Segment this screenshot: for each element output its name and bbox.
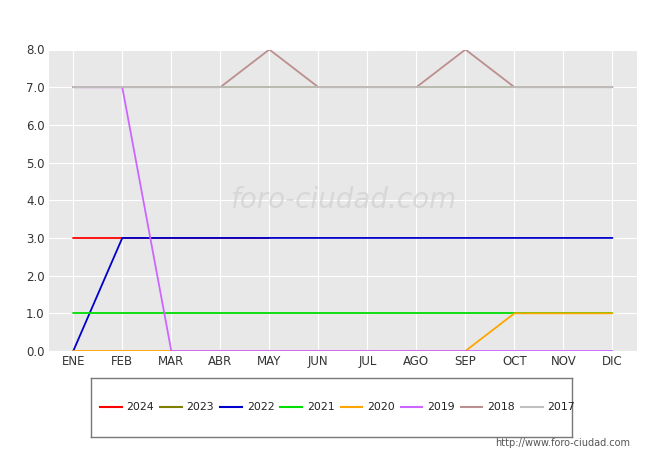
Text: 2021: 2021 <box>307 402 335 412</box>
Text: 2017: 2017 <box>547 402 575 412</box>
Text: foro-ciudad.com: foro-ciudad.com <box>230 186 456 214</box>
Text: 2022: 2022 <box>247 402 274 412</box>
Text: 2020: 2020 <box>367 402 395 412</box>
Text: 2019: 2019 <box>427 402 455 412</box>
Text: Afiliados en Arconada a 31/5/2024: Afiliados en Arconada a 31/5/2024 <box>182 11 468 29</box>
Text: 2018: 2018 <box>488 402 515 412</box>
Text: http://www.foro-ciudad.com: http://www.foro-ciudad.com <box>495 438 630 448</box>
Text: 2024: 2024 <box>127 402 154 412</box>
Text: 2023: 2023 <box>187 402 214 412</box>
